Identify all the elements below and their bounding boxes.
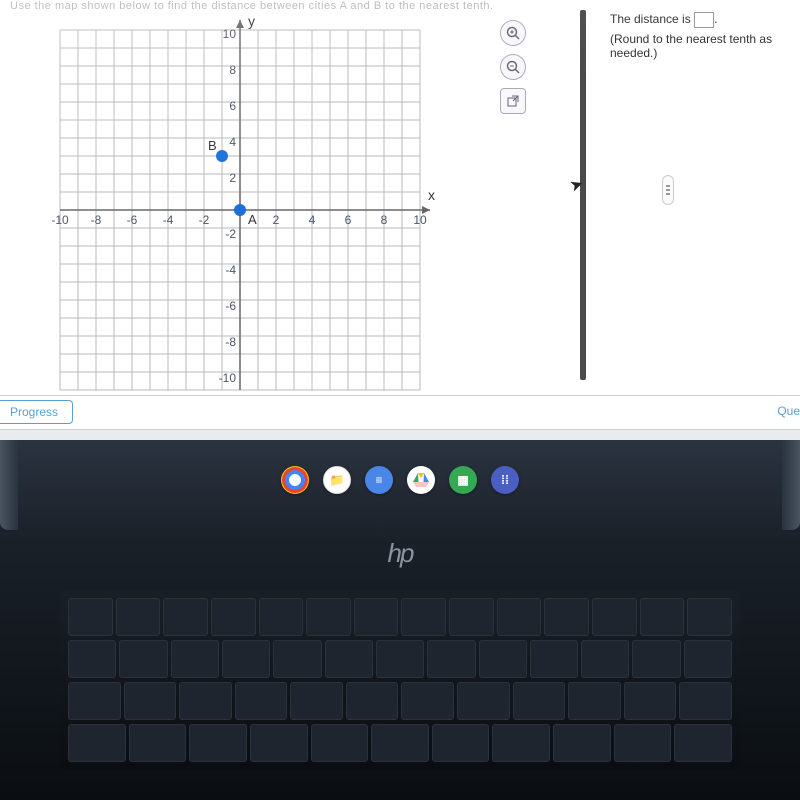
- chrome-os-shelf: 📁 ≡ ▦ ⁞⁞: [0, 462, 800, 498]
- coordinate-graph[interactable]: y x -10 -8 -6 -4 -2 2 4 6 8 10 10 8 6 4 2 -2 -4…: [30, 10, 450, 410]
- point-b-label: B: [208, 138, 217, 153]
- panel-divider[interactable]: [580, 10, 586, 380]
- popout-icon[interactable]: [500, 88, 526, 114]
- answer-prefix: The distance is: [610, 12, 691, 26]
- progress-button[interactable]: Progress: [0, 400, 73, 424]
- svg-text:6: 6: [345, 213, 352, 227]
- answer-input[interactable]: [694, 12, 714, 28]
- x-axis-label: x: [428, 187, 435, 203]
- svg-text:-6: -6: [127, 213, 138, 227]
- graph-tools: [500, 20, 526, 114]
- svg-text:-2: -2: [225, 227, 236, 241]
- svg-text:4: 4: [309, 213, 316, 227]
- zoom-out-icon[interactable]: [500, 54, 526, 80]
- app-screen: Use the map shown below to find the dist…: [0, 0, 800, 430]
- zoom-in-icon[interactable]: [500, 20, 526, 46]
- hp-logo: hp: [388, 538, 413, 569]
- files-icon[interactable]: 📁: [323, 466, 351, 494]
- question-nav-label[interactable]: Que: [777, 404, 800, 418]
- laptop-bezel: [782, 440, 800, 530]
- svg-text:4: 4: [229, 135, 236, 149]
- graph-svg: y x -10 -8 -6 -4 -2 2 4 6 8 10 10 8 6 4 2 -2 -4…: [30, 10, 450, 410]
- drive-icon[interactable]: [407, 466, 435, 494]
- svg-text:-8: -8: [225, 335, 236, 349]
- svg-text:-10: -10: [219, 371, 237, 385]
- chrome-icon[interactable]: [281, 466, 309, 494]
- answer-hint: (Round to the nearest tenth as needed.): [610, 32, 800, 60]
- svg-text:-6: -6: [225, 299, 236, 313]
- answer-panel: The distance is . (Round to the nearest …: [610, 12, 800, 60]
- svg-text:2: 2: [229, 171, 236, 185]
- sheets-icon[interactable]: ▦: [449, 466, 477, 494]
- laptop-bezel: [0, 440, 18, 530]
- point-a-label: A: [248, 212, 257, 227]
- svg-text:8: 8: [229, 63, 236, 77]
- laptop-keyboard: [60, 590, 740, 770]
- docs-icon[interactable]: ≡: [365, 466, 393, 494]
- answer-suffix: .: [714, 12, 717, 26]
- svg-text:10: 10: [413, 213, 427, 227]
- svg-text:-10: -10: [51, 213, 69, 227]
- point-a[interactable]: [234, 204, 246, 216]
- y-axis-label: y: [248, 13, 255, 29]
- svg-text:-8: -8: [91, 213, 102, 227]
- footer-bar: [0, 395, 800, 430]
- svg-text:6: 6: [229, 99, 236, 113]
- svg-text:8: 8: [381, 213, 388, 227]
- scroll-handle[interactable]: [662, 175, 674, 205]
- svg-text:10: 10: [223, 27, 237, 41]
- svg-text:2: 2: [273, 213, 280, 227]
- svg-text:-2: -2: [199, 213, 210, 227]
- svg-text:-4: -4: [225, 263, 236, 277]
- svg-text:-4: -4: [163, 213, 174, 227]
- calculator-icon[interactable]: ⁞⁞: [491, 466, 519, 494]
- point-b[interactable]: [216, 150, 228, 162]
